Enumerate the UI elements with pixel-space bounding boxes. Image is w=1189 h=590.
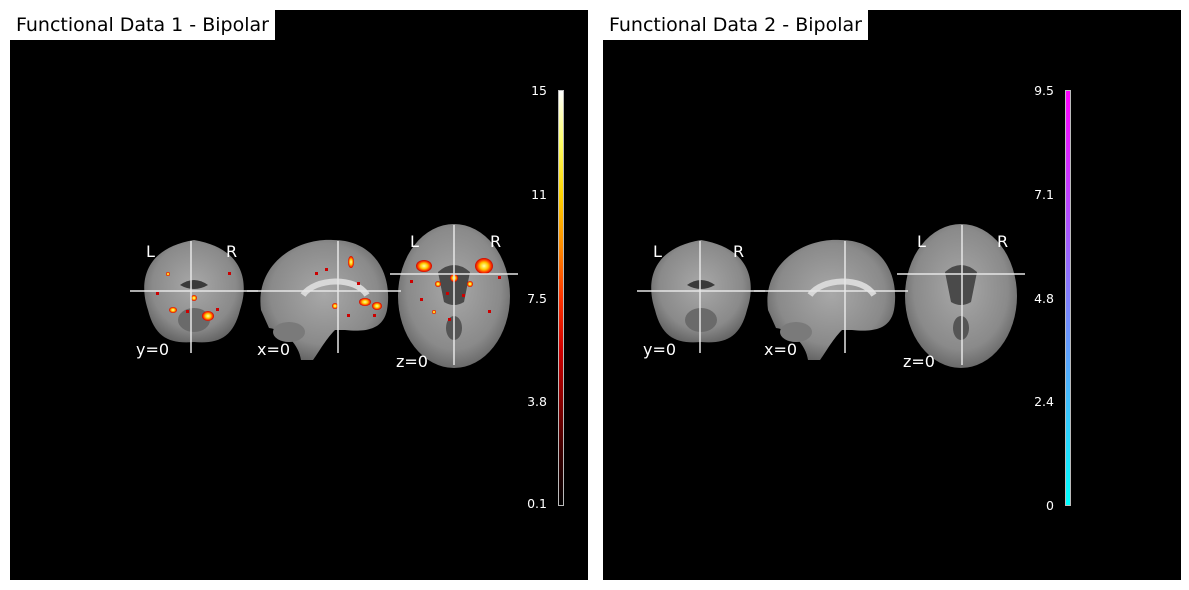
- activation-overlay: [156, 256, 501, 321]
- coronal-coordinate-label: y=0: [643, 340, 676, 359]
- axial-coordinate-label: z=0: [396, 352, 428, 371]
- right-orientation-label: R: [733, 242, 744, 261]
- colorbar: [558, 90, 564, 506]
- brain-slices-svg: L Ry=0 x=0 L Rz=0: [637, 224, 1025, 371]
- coronal-coordinate-label: y=0: [136, 340, 169, 359]
- colorbar: [1065, 90, 1071, 506]
- colorbar-tick: 15: [531, 83, 547, 98]
- cross-hairs: [130, 225, 518, 365]
- left-orientation-label: L: [917, 232, 926, 251]
- cross-hairs: [637, 225, 1025, 365]
- right-orientation-label: R: [997, 232, 1008, 251]
- colorbar-tick: 9.5: [1034, 83, 1054, 98]
- axial-coordinate-label: z=0: [903, 352, 935, 371]
- sagittal-coordinate-label: x=0: [764, 340, 797, 359]
- panel-title: Functional Data 2 - Bipolar: [603, 10, 868, 40]
- colorbar-tick: 2.4: [1034, 394, 1054, 409]
- brain-slices-svg: L Ry=0 x=0 L Rz=0: [130, 224, 518, 371]
- colorbar-tick: 7.5: [527, 291, 547, 306]
- axial-slice: [905, 224, 1017, 368]
- right-orientation-label: R: [226, 242, 237, 261]
- panel-title: Functional Data 1 - Bipolar: [10, 10, 275, 40]
- colorbar-tick: 7.1: [1034, 187, 1054, 202]
- colorbar-tick: 3.8: [527, 394, 547, 409]
- right-orientation-label: R: [490, 232, 501, 251]
- left-orientation-label: L: [653, 242, 662, 261]
- left-orientation-label: L: [146, 242, 155, 261]
- sagittal-slice: [767, 239, 896, 360]
- colorbar-tick: 0: [1046, 498, 1054, 513]
- sagittal-coordinate-label: x=0: [257, 340, 290, 359]
- colorbar-tick: 0.1: [527, 496, 547, 511]
- left-orientation-label: L: [410, 232, 419, 251]
- colorbar-tick: 4.8: [1034, 291, 1054, 306]
- colorbar-tick: 11: [531, 187, 547, 202]
